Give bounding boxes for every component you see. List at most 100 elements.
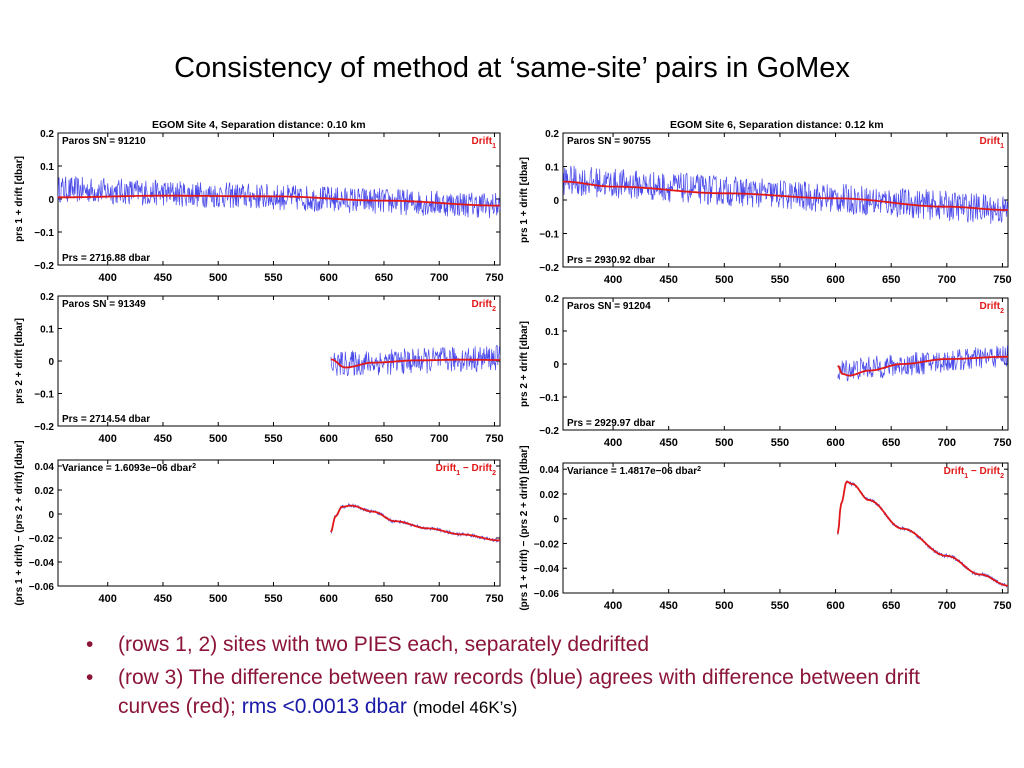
x-tick-label: 700 (938, 600, 956, 612)
chart-panel-right-row2: 400 450 500 550 600 650 700 750 0.2 0.1 0 −0.1 −0.2 p… (519, 294, 1012, 449)
chart-panel-right-row1: 400 450 500 550 600 650 700 750 0.2 0.1 0 −0.1 −0.2 p… (519, 129, 1012, 286)
y-tick-label: 0.1 (40, 162, 54, 173)
panel-annotation-top: Paros SN = 91210 (62, 136, 146, 147)
x-tick-label: 750 (485, 433, 503, 445)
y-tick-label: 0 (48, 357, 54, 368)
x-tick-label: 650 (882, 274, 900, 286)
panel-annotation-top: Paros SN = 90755 (567, 136, 651, 147)
x-tick-label: 750 (993, 600, 1011, 612)
y-tick-label: −0.2 (34, 261, 54, 272)
y-tick-label: 0.02 (35, 486, 55, 497)
legend-label: Drift1 − Drift2 (436, 463, 496, 477)
panel-title-site6: EGOM Site 6, Separation distance: 0.12 k… (670, 119, 884, 131)
y-tick-label: 0.2 (40, 129, 54, 140)
x-tick-label: 650 (375, 593, 393, 605)
y-axis-label: prs 2 + drift [dbar] (14, 318, 25, 404)
x-tick-label: 700 (938, 274, 956, 286)
x-tick-label: 550 (771, 274, 789, 286)
panel-annotation-top: Paros SN = 91204 (567, 301, 651, 312)
x-tick-label: 600 (320, 593, 338, 605)
x-tick-label: 650 (375, 272, 393, 284)
y-tick-label: 0 (48, 510, 54, 521)
chart-panel-left-row3: 400 450 500 550 600 650 700 750 0.04 0.02 0 −0.02 −0… (14, 440, 504, 605)
y-tick-label: 0.1 (40, 325, 54, 336)
x-tick-label: 500 (209, 272, 227, 284)
x-tick-label: 450 (660, 437, 678, 449)
raw-series-line (562, 165, 1009, 224)
legend-label: Drift2 (980, 301, 1005, 315)
slide-title: Consistency of method at ‘same-site’ pai… (174, 52, 850, 84)
x-tick-label: 550 (771, 600, 789, 612)
x-tick-label: 550 (771, 437, 789, 449)
panel-annotation-bottom: Prs = 2714.54 dbar (62, 414, 150, 425)
x-tick-label: 550 (264, 433, 282, 445)
bullet-text: (rows 1, 2) sites with two PIES each, se… (118, 633, 650, 656)
x-tick-label: 600 (826, 437, 844, 449)
y-tick-label: 0.02 (540, 490, 560, 501)
x-tick-label: 500 (715, 274, 733, 286)
y-axis-label: (prs 1 + drift) − (prs 2 + drift) [dbar] (519, 445, 530, 610)
x-tick-label: 400 (604, 600, 622, 612)
unit-superscript: 2 (697, 466, 701, 473)
raw-series-line (837, 345, 1009, 382)
drift-curve-line (563, 180, 1009, 211)
x-tick-label: 700 (430, 272, 448, 284)
y-tick-label: 0 (553, 515, 559, 526)
x-tick-label: 550 (264, 272, 282, 284)
y-tick-label: 0.2 (40, 292, 54, 303)
y-tick-label: −0.1 (34, 390, 54, 401)
panel-title-site4: EGOM Site 4, Separation distance: 0.10 k… (152, 119, 366, 131)
drift-curve-line (836, 480, 1009, 587)
x-tick-label: 600 (826, 274, 844, 286)
x-tick-label: 400 (604, 274, 622, 286)
x-tick-label: 700 (430, 433, 448, 445)
panel-annotation-top: Variance = 1.4817e−06 dbar2 (567, 466, 701, 478)
chart-panel-right-row3: 400 450 500 550 600 650 700 750 0.04 0.02 0 −0.02 −0… (519, 445, 1012, 612)
rms-text: rms <0.0013 dbar (241, 695, 407, 718)
x-tick-label: 750 (993, 274, 1011, 286)
x-tick-label: 700 (430, 593, 448, 605)
panel-annotation-top: Paros SN = 91349 (62, 299, 146, 310)
unit-superscript: 2 (192, 463, 196, 470)
y-tick-label: 0 (48, 195, 54, 206)
x-tick-label: 450 (154, 433, 172, 445)
x-tick-label: 650 (882, 600, 900, 612)
chart-panel-left-row2: 400 450 500 550 600 650 700 750 0.2 0.1 0 −0.1 −0.2 p… (14, 292, 504, 445)
panel-annotation-bottom: Prs = 2930.92 dbar (567, 255, 655, 266)
drift-curve-line (837, 355, 1008, 377)
x-tick-label: 450 (660, 600, 678, 612)
drift-curve-line (330, 504, 500, 542)
x-tick-label: 400 (99, 272, 117, 284)
bullet-text: (row 3) The difference between raw recor… (118, 666, 920, 718)
plot-frame (562, 462, 1009, 594)
x-tick-label: 450 (154, 593, 172, 605)
bullet-item-1: • (rows 1, 2) sites with two PIES each, … (86, 630, 986, 659)
y-tick-label: 0.2 (545, 294, 559, 305)
drift-curve-line (58, 194, 500, 207)
raw-series-line (330, 345, 501, 377)
y-tick-label: −0.04 (534, 564, 560, 575)
x-tick-label: 550 (264, 593, 282, 605)
figure-grid: 400 450 500 550 600 650 700 750 0.2 0.1 0 −0.1 −0.2 p… (14, 129, 1012, 612)
legend-label: Drift1 (472, 136, 497, 150)
y-tick-label: −0.1 (539, 230, 559, 241)
x-tick-label: 400 (604, 437, 622, 449)
y-tick-label: −0.1 (34, 228, 54, 239)
x-tick-label: 750 (485, 593, 503, 605)
x-tick-label: 600 (320, 272, 338, 284)
x-tick-label: 500 (209, 593, 227, 605)
x-tick-label: 400 (99, 433, 117, 445)
y-tick-label: −0.02 (534, 539, 560, 550)
bullet-marker: • (86, 633, 94, 656)
bullet-list: • (rows 1, 2) sites with two PIES each, … (86, 630, 986, 722)
y-tick-label: 0 (553, 360, 559, 371)
y-tick-label: −0.2 (539, 263, 559, 274)
x-tick-label: 400 (99, 593, 117, 605)
x-tick-label: 750 (993, 437, 1011, 449)
panel-annotation-bottom: Prs = 2929.97 dbar (567, 418, 655, 429)
x-tick-label: 450 (154, 272, 172, 284)
y-tick-label: 0.1 (545, 327, 559, 338)
raw-series-line (57, 175, 501, 219)
x-tick-label: 650 (375, 433, 393, 445)
y-tick-label: 0.04 (540, 465, 560, 476)
